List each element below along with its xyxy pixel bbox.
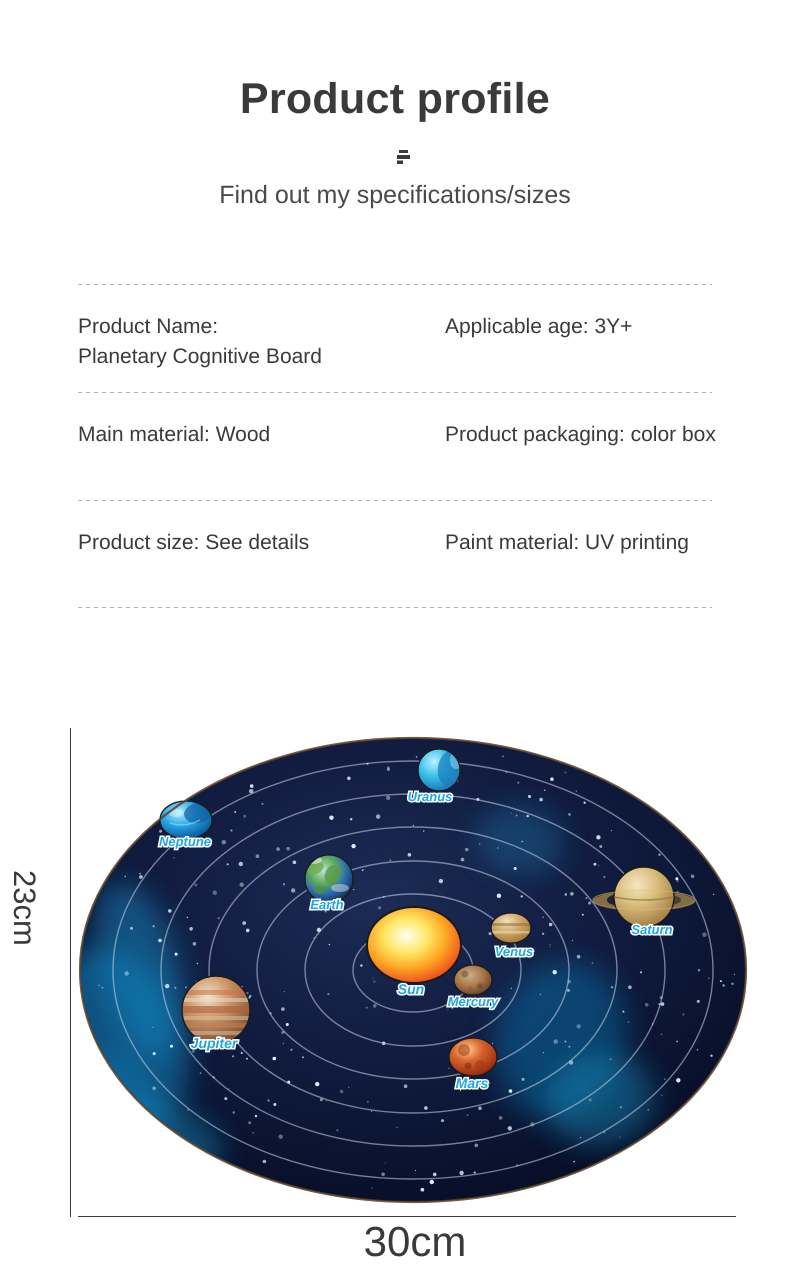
- svg-text:Earth: Earth: [310, 897, 343, 912]
- svg-text:Jupiter: Jupiter: [191, 1035, 239, 1051]
- svg-text:Sun: Sun: [398, 981, 424, 997]
- svg-text:Uranus: Uranus: [408, 789, 453, 804]
- svg-text:Neptune: Neptune: [159, 834, 211, 849]
- svg-text:Venus: Venus: [495, 944, 534, 959]
- svg-text:Mars: Mars: [456, 1075, 489, 1091]
- svg-text:Saturn: Saturn: [631, 922, 672, 937]
- svg-text:Mercury: Mercury: [448, 994, 499, 1009]
